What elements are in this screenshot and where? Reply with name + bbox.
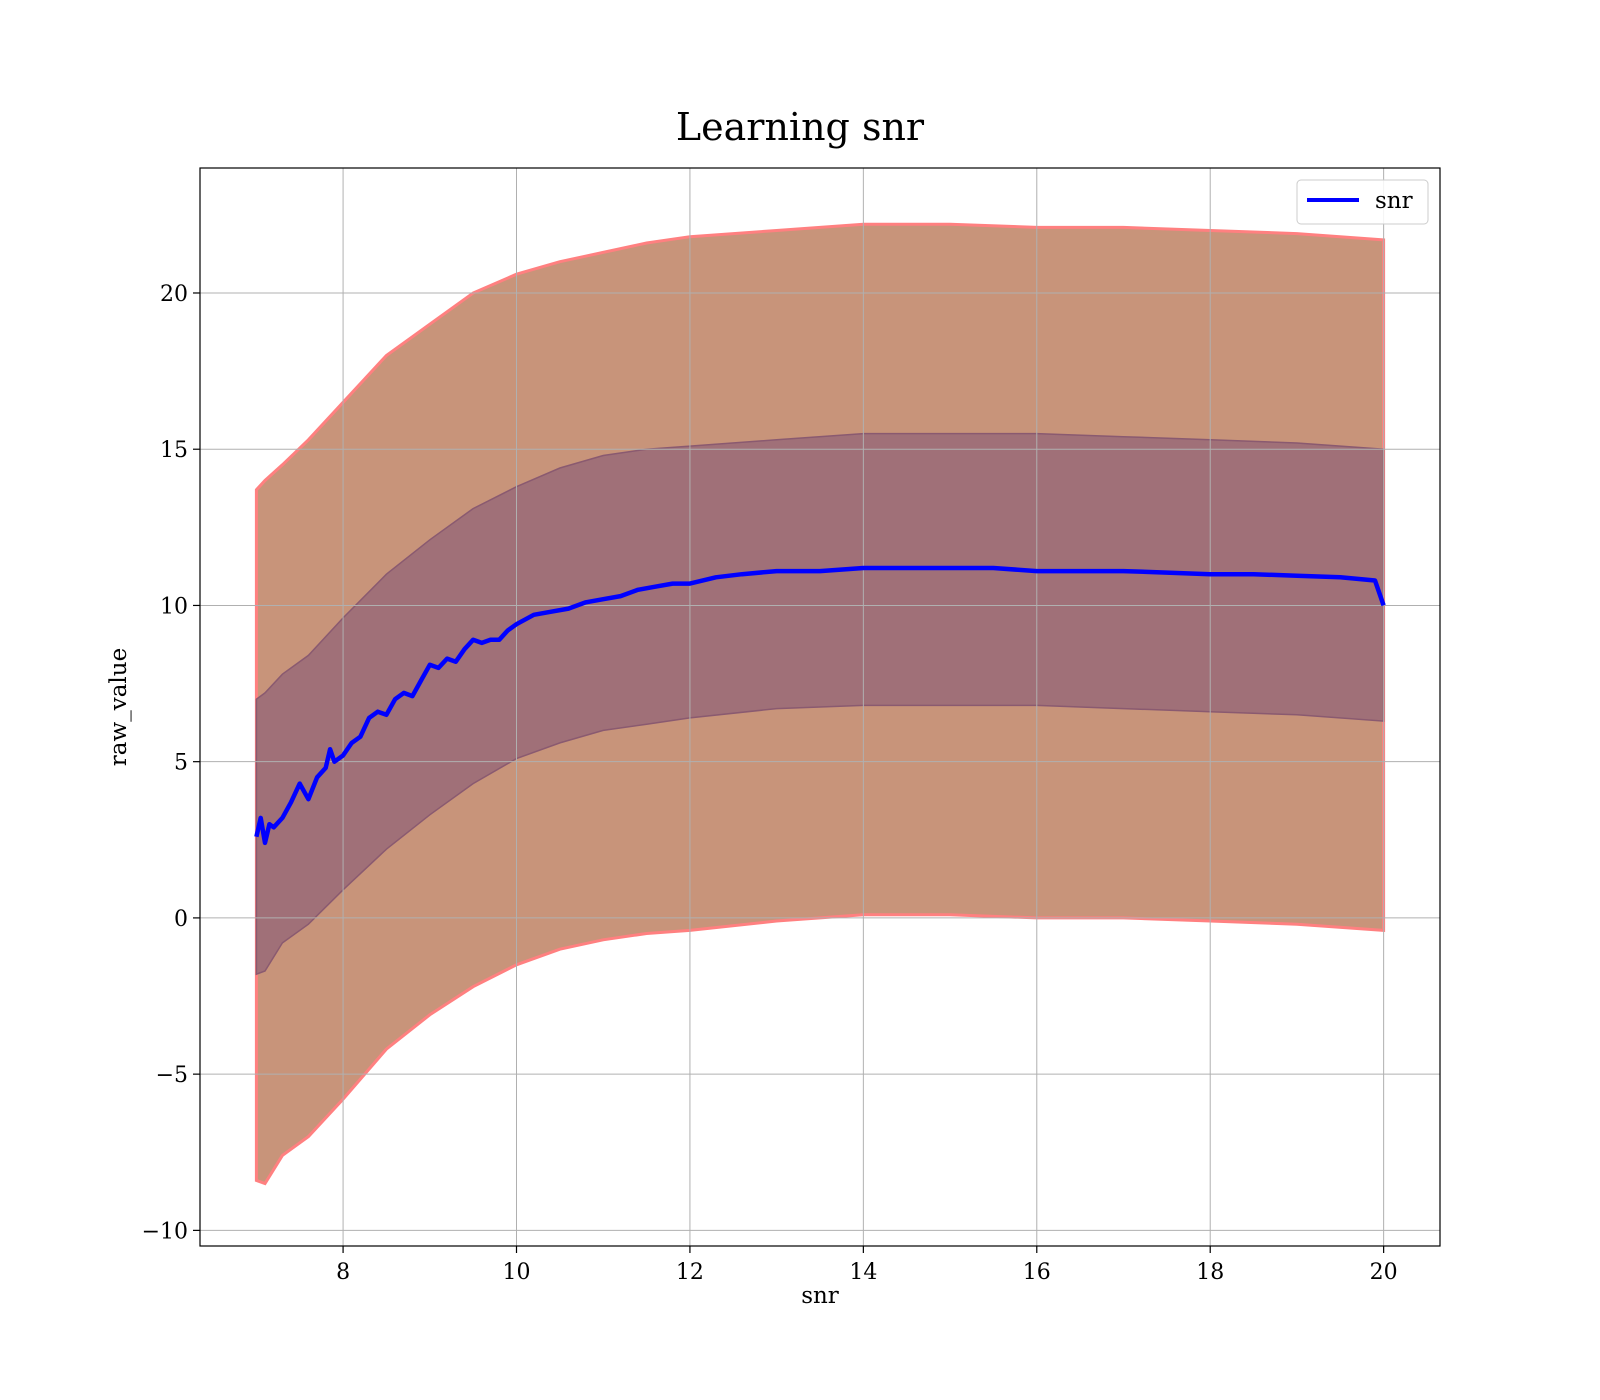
y-tick-label: 20 [160, 282, 188, 307]
legend-box [1296, 179, 1429, 225]
x-tick-label: 8 [336, 1260, 350, 1285]
x-tick-label: 20 [1370, 1260, 1398, 1285]
y-tick-label: 15 [160, 438, 188, 463]
x-ticks: 8 10 12 14 16 18 20 [336, 1246, 1398, 1285]
series-lines [254, 565, 1386, 846]
confidence-bands [254, 222, 1386, 1186]
y-tick-label: −10 [142, 1219, 188, 1244]
y-ticks: −10 −5 0 5 10 15 20 [142, 282, 200, 1244]
y-tick-label: −5 [156, 1063, 188, 1088]
gridlines [200, 168, 1440, 1246]
x-tick-label: 14 [849, 1260, 877, 1285]
series-line-snr [254, 565, 1386, 846]
legend: snr [1296, 179, 1429, 225]
x-tick-label: 12 [676, 1260, 704, 1285]
legend-label-snr: snr [1375, 188, 1413, 214]
y-tick-label: 5 [174, 751, 188, 776]
y-axis-label: raw_value [106, 648, 132, 766]
y-tick-label: 0 [174, 907, 188, 932]
plot-frame [199, 167, 1441, 1247]
x-tick-label: 16 [1023, 1260, 1051, 1285]
x-tick-label: 18 [1196, 1260, 1224, 1285]
chart-title: Learning snr [676, 105, 925, 149]
y-tick-label: 10 [160, 594, 188, 619]
x-axis-label: snr [801, 1283, 839, 1309]
x-tick-label: 10 [503, 1260, 531, 1285]
